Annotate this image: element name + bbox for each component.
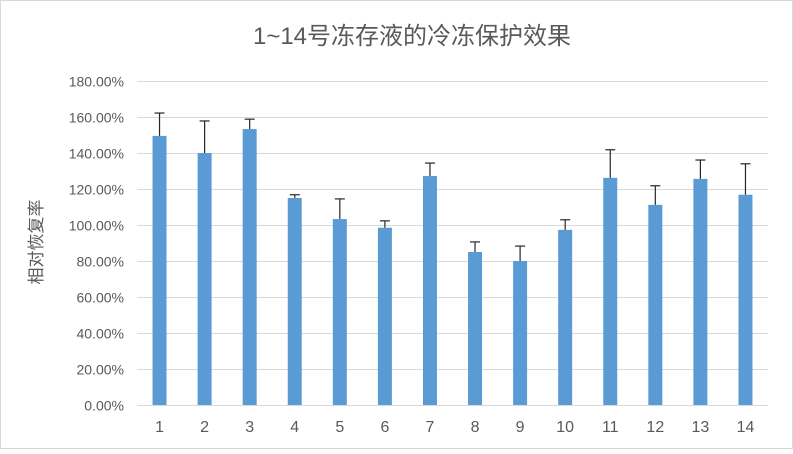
bar-7 bbox=[422, 176, 437, 405]
x-tick-label: 9 bbox=[516, 419, 525, 436]
bar-2 bbox=[197, 153, 212, 405]
x-tick-label: 3 bbox=[245, 419, 254, 436]
bar-11 bbox=[603, 177, 618, 405]
bar-14 bbox=[738, 194, 753, 405]
gridlines bbox=[137, 81, 768, 406]
y-axis-ticks: 0.00% 20.00% 40.00% 60.00% 80.00% 100.00% 120.… bbox=[69, 74, 124, 414]
x-tick-label: 1 bbox=[155, 419, 164, 436]
x-tick-label: 12 bbox=[646, 419, 664, 436]
y-tick-label: 140.00% bbox=[69, 146, 124, 162]
y-tick-label: 120.00% bbox=[69, 182, 124, 198]
y-tick-label: 80.00% bbox=[77, 254, 124, 270]
x-tick-label: 8 bbox=[471, 419, 480, 436]
bars bbox=[152, 129, 753, 405]
bar-3 bbox=[242, 129, 257, 405]
y-tick-label: 0.00% bbox=[84, 398, 124, 414]
bar-13 bbox=[693, 178, 708, 405]
y-tick-label: 40.00% bbox=[77, 326, 124, 342]
y-tick-label: 60.00% bbox=[77, 290, 124, 306]
y-tick-label: 160.00% bbox=[69, 110, 124, 126]
bar-9 bbox=[513, 261, 528, 405]
x-tick-label: 5 bbox=[335, 419, 344, 436]
x-tick-label: 7 bbox=[426, 419, 435, 436]
x-tick-label: 6 bbox=[380, 419, 389, 436]
chart-title: 1~14号冻存液的冷冻保护效果 bbox=[253, 23, 571, 50]
error-bars bbox=[154, 112, 751, 261]
x-tick-label: 14 bbox=[737, 419, 755, 436]
bar-4 bbox=[287, 198, 302, 405]
bar-5 bbox=[332, 219, 347, 405]
y-axis-label: 相对恢复率 bbox=[27, 200, 46, 285]
bar-1 bbox=[152, 135, 167, 405]
bar-10 bbox=[558, 229, 573, 405]
bar-8 bbox=[468, 252, 483, 405]
x-tick-label: 2 bbox=[200, 419, 209, 436]
y-tick-label: 20.00% bbox=[77, 362, 124, 378]
x-tick-label: 4 bbox=[290, 419, 299, 436]
x-axis-ticks: 1 2 3 4 5 6 7 8 9 10 11 12 13 14 bbox=[155, 419, 754, 436]
x-tick-label: 11 bbox=[602, 419, 619, 436]
x-tick-label: 10 bbox=[556, 419, 574, 436]
y-tick-label: 100.00% bbox=[69, 218, 124, 234]
bar-12 bbox=[648, 204, 663, 405]
y-tick-label: 180.00% bbox=[69, 74, 124, 90]
bar-6 bbox=[377, 227, 392, 405]
x-tick-label: 13 bbox=[691, 419, 709, 436]
